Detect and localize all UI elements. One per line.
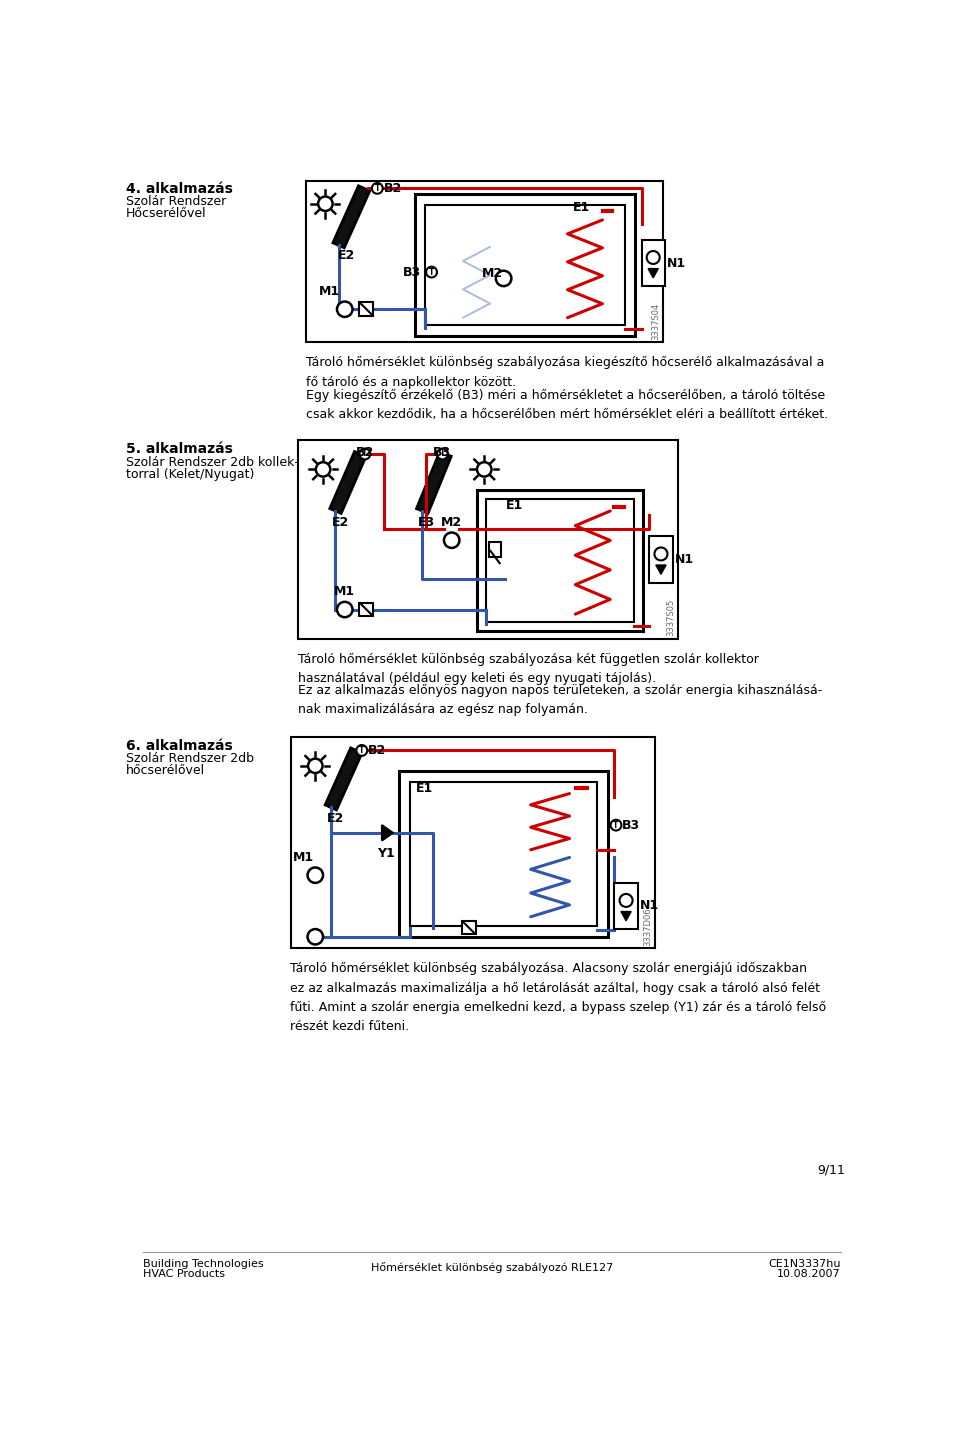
Text: 9/11: 9/11 xyxy=(817,1165,845,1176)
Text: T: T xyxy=(440,449,445,458)
Circle shape xyxy=(359,449,371,459)
Text: T: T xyxy=(613,820,618,830)
Text: Szolár Rendszer: Szolár Rendszer xyxy=(126,195,227,208)
Text: 3337D06: 3337D06 xyxy=(643,907,653,947)
Text: M1: M1 xyxy=(334,585,355,598)
Text: E2: E2 xyxy=(338,249,355,262)
Circle shape xyxy=(307,929,324,945)
Bar xyxy=(462,920,476,935)
Bar xyxy=(489,542,501,557)
Circle shape xyxy=(337,602,352,618)
Text: Ez az alkalmazás előnyös nagyon napos területeken, a szolár energia kihasználásá: Ez az alkalmazás előnyös nagyon napos te… xyxy=(299,683,823,715)
Text: Tároló hőmérséklet különbség szabályozása. Alacsony szolár energiájú időszakban
: Tároló hőmérséklet különbség szabályozás… xyxy=(291,963,827,1032)
Text: Building Technologies: Building Technologies xyxy=(143,1259,264,1269)
Circle shape xyxy=(372,183,383,193)
Text: B3: B3 xyxy=(622,819,640,832)
Text: 4. alkalmazás: 4. alkalmazás xyxy=(126,182,233,196)
Circle shape xyxy=(611,820,621,830)
Text: Tároló hőmérséklet különbség szabályozása két független szolár kollektor
használ: Tároló hőmérséklet különbség szabályozás… xyxy=(299,653,759,685)
Bar xyxy=(359,302,373,316)
Bar xyxy=(641,240,665,286)
Text: Egy kiegészítő érzékelő (B3) méri a hőmérsékletet a hőcserélőben, a tároló tölté: Egy kiegészítő érzékelő (B3) méri a hőmé… xyxy=(306,388,828,420)
Text: M2: M2 xyxy=(481,268,503,279)
Bar xyxy=(425,205,625,326)
Polygon shape xyxy=(417,452,451,513)
Circle shape xyxy=(444,532,460,548)
Bar xyxy=(476,490,643,631)
Text: Szolár Rendszer 2db: Szolár Rendszer 2db xyxy=(126,752,254,765)
Text: CE1N3337hu: CE1N3337hu xyxy=(768,1259,841,1269)
Text: Y1: Y1 xyxy=(377,846,395,859)
Text: 10.08.2007: 10.08.2007 xyxy=(778,1269,841,1280)
Polygon shape xyxy=(656,566,666,574)
Text: N1: N1 xyxy=(675,553,694,566)
Bar xyxy=(306,180,662,342)
Polygon shape xyxy=(382,824,393,840)
Text: E2: E2 xyxy=(332,516,349,529)
Text: 5. alkalmazás: 5. alkalmazás xyxy=(126,442,233,457)
Text: B2: B2 xyxy=(356,445,374,458)
Polygon shape xyxy=(329,452,366,513)
Text: 3337S05: 3337S05 xyxy=(666,599,676,637)
Bar xyxy=(399,771,609,936)
Text: E1: E1 xyxy=(416,782,433,795)
Text: B3: B3 xyxy=(433,445,451,458)
Circle shape xyxy=(496,270,512,286)
Text: B2: B2 xyxy=(368,744,386,758)
Text: 3337S04: 3337S04 xyxy=(651,302,660,340)
Text: HVAC Products: HVAC Products xyxy=(143,1269,226,1280)
Bar xyxy=(359,602,373,616)
Polygon shape xyxy=(325,747,362,810)
Text: B2: B2 xyxy=(383,182,401,195)
Text: Tároló hőmérséklet különbség szabályozása kiegészítő hőcserélő alkalmazásával a
: Tároló hőmérséklet különbség szabályozás… xyxy=(306,356,825,388)
Text: M2: M2 xyxy=(442,516,463,529)
Bar xyxy=(614,883,637,929)
Text: torral (Kelet/Nyugat): torral (Kelet/Nyugat) xyxy=(126,468,254,481)
Text: T: T xyxy=(362,449,368,458)
Text: N1: N1 xyxy=(640,900,660,913)
Polygon shape xyxy=(648,269,659,278)
Text: E3: E3 xyxy=(418,516,435,529)
Circle shape xyxy=(307,868,324,883)
Text: M1: M1 xyxy=(293,851,314,864)
Text: B3: B3 xyxy=(403,266,421,279)
Text: Hőmérséklet különbség szabályozó RLE127: Hőmérséklet különbség szabályozó RLE127 xyxy=(371,1262,613,1272)
Text: E1: E1 xyxy=(506,499,523,512)
Text: M1: M1 xyxy=(319,285,340,298)
Polygon shape xyxy=(621,912,631,920)
Bar xyxy=(410,782,597,926)
Text: T: T xyxy=(359,746,365,755)
Text: T: T xyxy=(429,268,434,276)
Circle shape xyxy=(337,301,352,317)
Text: N1: N1 xyxy=(667,256,686,269)
Circle shape xyxy=(437,449,447,459)
Text: E2: E2 xyxy=(326,811,344,824)
Bar xyxy=(299,441,678,638)
Circle shape xyxy=(356,744,368,756)
Polygon shape xyxy=(333,186,370,247)
Text: 6. alkalmazás: 6. alkalmazás xyxy=(126,739,233,753)
Text: Szolár Rendszer 2db kollek-: Szolár Rendszer 2db kollek- xyxy=(126,455,300,468)
Text: Hőcserélővel: Hőcserélővel xyxy=(126,206,206,220)
Bar xyxy=(291,737,655,948)
Bar xyxy=(486,499,634,622)
Text: hőcserélővel: hőcserélővel xyxy=(126,765,205,778)
Bar xyxy=(649,537,673,583)
Bar xyxy=(415,193,636,336)
Text: E1: E1 xyxy=(573,201,590,214)
Circle shape xyxy=(426,266,437,278)
Text: T: T xyxy=(374,183,380,193)
